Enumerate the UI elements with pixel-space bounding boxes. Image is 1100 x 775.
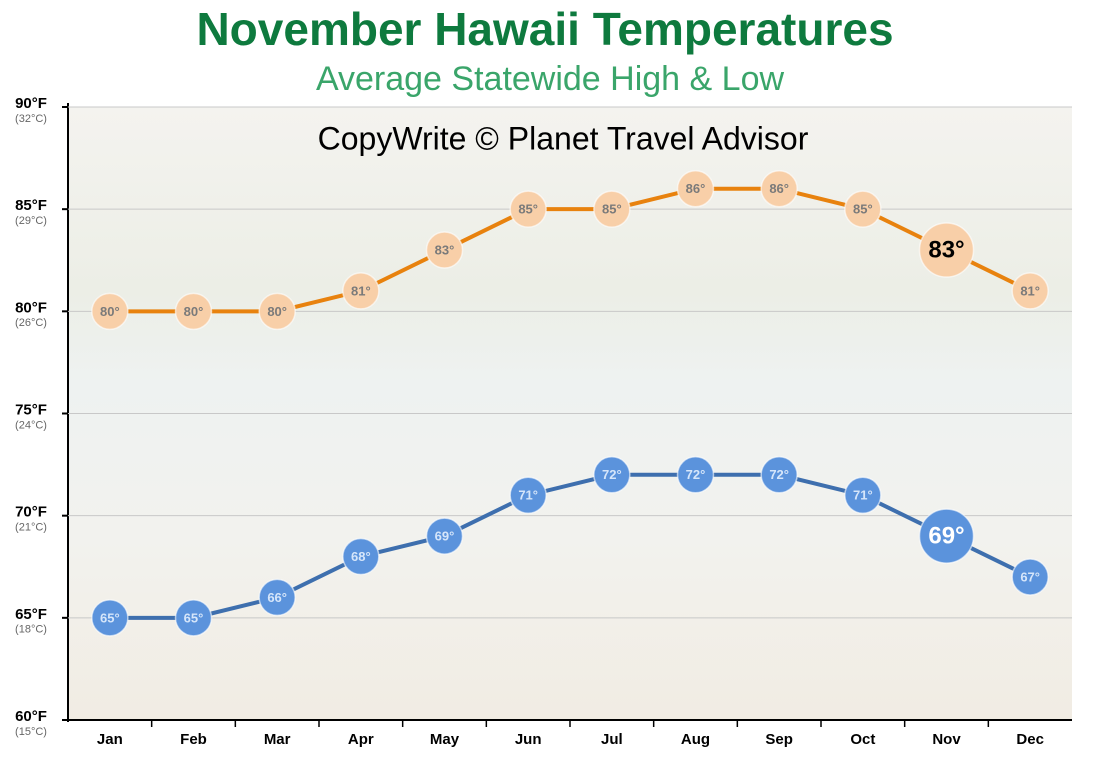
data-label: 67° [1020,569,1040,584]
data-label: 86° [686,181,706,196]
x-tick-label: Sep [765,731,793,748]
data-point [174,599,213,637]
x-tick-label: Dec [1016,731,1044,748]
data-point [676,456,715,494]
data-label: 72° [686,467,706,482]
data-point [1011,558,1049,596]
y-tick-sublabel: (29°C) [15,215,47,227]
y-tick-sublabel: (24°C) [15,419,47,431]
y-tick-label: 80°F [15,299,47,316]
data-point [844,476,882,514]
data-label: 68° [351,549,371,564]
data-point [593,456,631,494]
y-tick-sublabel: (21°C) [15,522,47,534]
data-point [91,599,129,637]
x-tick-label: Oct [850,731,875,748]
x-tick-label: Feb [180,731,207,748]
data-point [918,508,975,564]
data-point [425,231,464,269]
data-label: 80° [184,304,204,319]
data-label: 66° [267,590,287,605]
data-point [425,517,464,555]
data-point [174,292,213,331]
x-tick-label: Apr [348,731,374,748]
chart-title: November Hawaii Temperatures [196,3,893,55]
y-tick-label: 90°F [15,95,47,112]
data-label: 80° [267,304,287,319]
data-point [760,456,798,494]
data-point [509,190,547,228]
data-label: 85° [602,202,622,217]
y-tick-sublabel: (32°C) [15,113,47,125]
data-point [342,537,380,576]
x-tick-label: Nov [932,731,961,748]
annotation: CopyWrite © Planet Travel Advisor [318,120,809,156]
chart-subtitle: Average Statewide High & Low [316,60,785,98]
y-tick-sublabel: (18°C) [15,624,47,636]
x-tick-label: Mar [264,731,291,748]
data-label: 80° [100,304,120,319]
y-tick-label: 65°F [15,606,47,623]
data-point [844,190,882,228]
y-tick-label: 70°F [15,504,47,521]
data-point [676,169,715,208]
x-tick-label: Jun [515,731,542,748]
data-label: 65° [100,610,120,625]
x-tick-label: Jan [97,731,123,748]
data-label: 72° [769,467,789,482]
data-label: 69° [435,529,455,544]
data-label: 83° [435,242,455,257]
data-point [342,272,380,310]
y-tick-sublabel: (26°C) [15,317,47,329]
data-label: 85° [853,202,873,217]
data-point [91,292,129,331]
data-label: 65° [184,610,204,625]
data-label: 81° [351,283,371,298]
data-label: 85° [518,202,538,217]
data-point [918,222,975,278]
data-point [1011,272,1049,310]
y-tick-sublabel: (15°C) [15,726,47,738]
data-label: 69° [928,522,964,549]
x-tick-label: May [430,731,460,748]
data-label: 72° [602,467,622,482]
data-point [258,578,296,617]
x-tick-label: Aug [681,731,710,748]
data-label: 71° [518,488,538,503]
data-label: 83° [928,236,964,263]
data-label: 86° [769,181,789,196]
data-point [258,292,296,331]
data-point [593,190,631,228]
data-label: 81° [1020,283,1040,298]
y-tick-label: 60°F [15,708,47,725]
y-tick-label: 75°F [15,401,47,418]
data-point [509,476,547,514]
y-tick-label: 85°F [15,197,47,214]
x-tick-label: Jul [601,731,623,748]
data-label: 71° [853,488,873,503]
data-point [760,169,798,208]
